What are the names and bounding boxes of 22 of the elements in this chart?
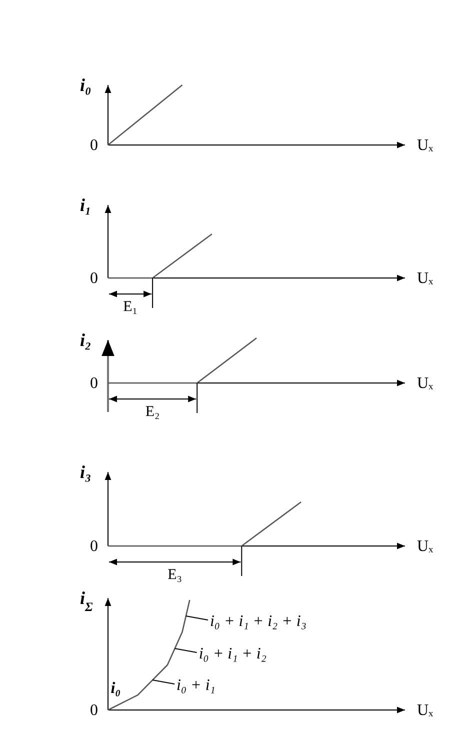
y-axis-title: i$_{Σ}$ — [80, 588, 94, 614]
x-axis-title: Uₓ — [417, 270, 434, 287]
y-axis-title: i₂ — [80, 330, 92, 350]
x-axis-title: Uₓ — [417, 137, 434, 154]
text: 0 — [90, 702, 98, 719]
y-axis-title: i₀ — [80, 75, 92, 95]
annotation: i₀ — [110, 680, 121, 698]
annotation: i₀ + i₁ + i₂ + i₃ — [210, 613, 306, 630]
y-axis-title: i₁ — [80, 195, 92, 215]
text: E₁ — [123, 299, 138, 315]
x-axis-title: Uₓ — [417, 538, 434, 555]
annotation: i₀ + i₁ + i₂ — [198, 646, 267, 663]
x-axis-title: Uₓ — [417, 375, 434, 392]
text: 0 — [90, 137, 98, 154]
annotation: i₀ + i₁ — [176, 677, 216, 694]
text: E₂ — [145, 404, 160, 420]
text: 0 — [90, 538, 98, 555]
text: 0 — [90, 375, 98, 392]
text: 0 — [90, 270, 98, 287]
x-axis-title: Uₓ — [417, 702, 434, 719]
y-axis-title: i₃ — [80, 462, 92, 482]
text: E₃ — [168, 567, 182, 583]
